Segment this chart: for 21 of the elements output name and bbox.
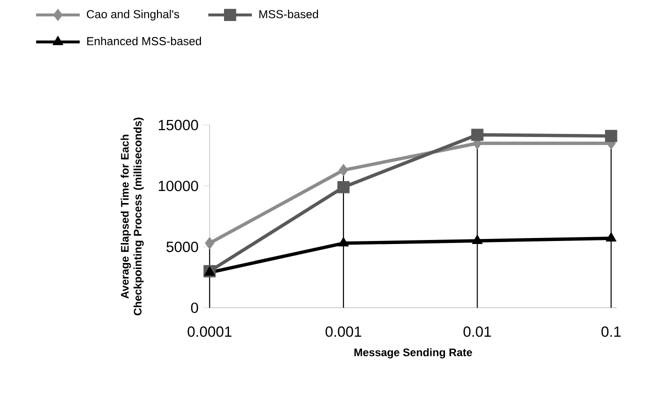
legend-label: Enhanced MSS-based	[87, 36, 201, 46]
y-axis-title: Average Elapsed Time for Each Checkpointing Process (milliseconds)	[120, 117, 144, 316]
point	[606, 232, 616, 242]
y-tick-label: 0	[191, 302, 198, 313]
point	[338, 236, 349, 246]
point	[204, 236, 214, 250]
point	[605, 130, 618, 142]
legend-label: MSS-based	[259, 10, 318, 18]
x-tick-label: 0.01	[464, 326, 491, 337]
x-tick-label: 0.001	[326, 326, 362, 337]
legend-label: Cao and Singhal's	[86, 10, 180, 20]
x-tick-label: 0.0001	[188, 326, 232, 337]
x-tick-label: 0.1	[601, 326, 621, 337]
point	[471, 128, 484, 141]
point	[338, 164, 348, 176]
y-tick-label: 15000	[158, 120, 198, 130]
x-axis-title: Message Sending Rate	[354, 348, 472, 358]
y-tick-label: 10000	[158, 180, 198, 191]
point	[337, 180, 350, 194]
point	[472, 234, 483, 244]
y-tick-label: 5000	[166, 241, 198, 252]
